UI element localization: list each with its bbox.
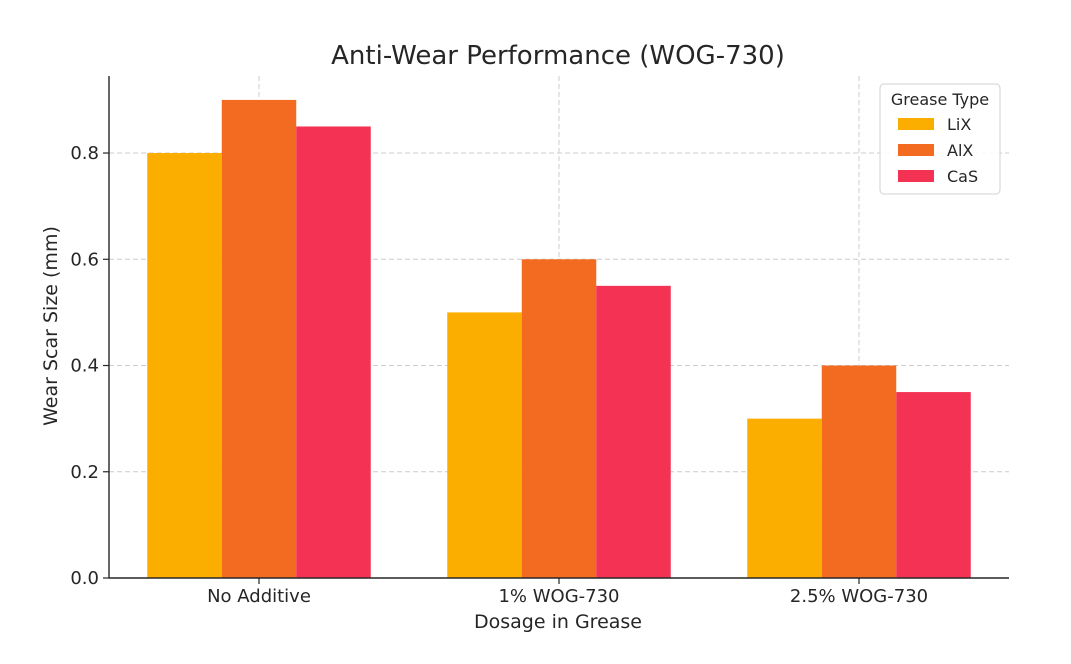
bar-alx — [221, 99, 297, 579]
x-tick-label: No Additive — [207, 586, 311, 607]
legend-swatch-lix — [898, 118, 934, 130]
bar-cas — [896, 392, 971, 578]
x-tick-label: 1% WOG-730 — [498, 586, 619, 607]
bar-cas — [296, 126, 371, 578]
legend-swatch-alx — [898, 144, 934, 156]
legend-label: AlX — [947, 141, 973, 160]
chart-title: Anti-Wear Performance (WOG-730) — [331, 41, 785, 71]
y-axis-label: Wear Scar Size (mm) — [40, 226, 62, 426]
bar-cas — [596, 285, 671, 578]
ticks: 0.0 0.2 0.4 0.6 0.8 No Additive 1% WOG-730 2.5%… — [70, 143, 928, 607]
y-tick-label: 0.0 — [70, 568, 99, 589]
bar-lix — [447, 312, 522, 578]
y-tick-label: 0.8 — [70, 143, 99, 164]
y-tick-label: 0.6 — [70, 249, 99, 270]
y-tick-label: 0.4 — [70, 356, 99, 377]
legend-title: Grease Type — [891, 90, 989, 109]
y-tick-label: 0.2 — [70, 462, 99, 483]
legend: Grease Type LiX AlX CaS — [879, 83, 1001, 195]
x-tick-label: 2.5% WOG-730 — [790, 586, 928, 607]
legend-frame — [879, 83, 1001, 195]
legend-label: LiX — [947, 115, 971, 134]
bar-alx — [821, 365, 897, 578]
x-axis-label: Dosage in Grease — [474, 611, 642, 633]
bar-alx — [521, 259, 597, 578]
legend-label: CaS — [947, 167, 978, 186]
legend-swatch-cas — [898, 170, 934, 182]
bars — [147, 99, 971, 579]
bar-lix — [747, 418, 822, 578]
bar-lix — [147, 153, 222, 578]
